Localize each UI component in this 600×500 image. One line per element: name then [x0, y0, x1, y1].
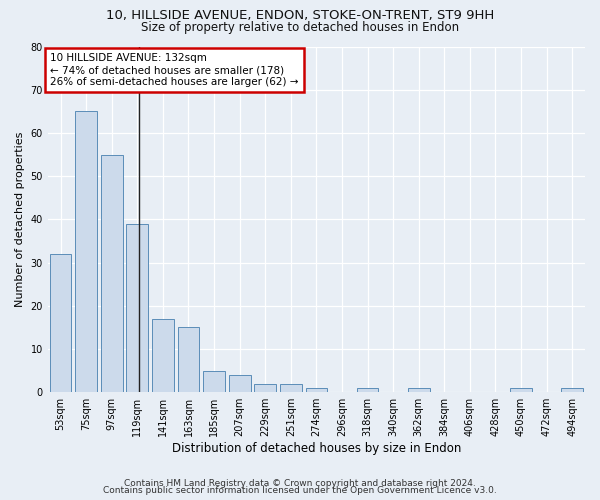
Bar — [510, 388, 532, 392]
X-axis label: Distribution of detached houses by size in Endon: Distribution of detached houses by size … — [172, 442, 461, 455]
Text: 10, HILLSIDE AVENUE, ENDON, STOKE-ON-TRENT, ST9 9HH: 10, HILLSIDE AVENUE, ENDON, STOKE-ON-TRE… — [106, 9, 494, 22]
Bar — [254, 384, 276, 392]
Bar — [408, 388, 430, 392]
Bar — [75, 112, 97, 392]
Bar — [152, 318, 174, 392]
Bar — [280, 384, 302, 392]
Bar — [178, 328, 199, 392]
Y-axis label: Number of detached properties: Number of detached properties — [15, 132, 25, 307]
Text: Contains HM Land Registry data © Crown copyright and database right 2024.: Contains HM Land Registry data © Crown c… — [124, 478, 476, 488]
Bar — [305, 388, 327, 392]
Bar — [101, 154, 122, 392]
Text: 10 HILLSIDE AVENUE: 132sqm
← 74% of detached houses are smaller (178)
26% of sem: 10 HILLSIDE AVENUE: 132sqm ← 74% of deta… — [50, 54, 299, 86]
Bar — [562, 388, 583, 392]
Bar — [356, 388, 379, 392]
Text: Size of property relative to detached houses in Endon: Size of property relative to detached ho… — [141, 21, 459, 34]
Bar — [229, 375, 251, 392]
Text: Contains public sector information licensed under the Open Government Licence v3: Contains public sector information licen… — [103, 486, 497, 495]
Bar — [50, 254, 71, 392]
Bar — [203, 370, 225, 392]
Bar — [127, 224, 148, 392]
